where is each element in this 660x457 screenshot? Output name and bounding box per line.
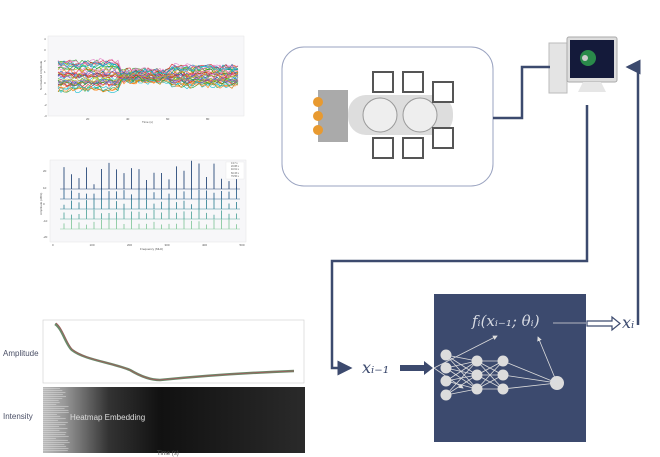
- series-line: [57, 74, 239, 85]
- heatmap-row: [43, 420, 58, 421]
- cluster-tool-icon: [313, 71, 454, 159]
- connector-lines: [330, 59, 641, 376]
- nn-node: [440, 375, 452, 387]
- function-label: fᵢ(xᵢ₋₁; θᵢ): [472, 312, 540, 330]
- heatmap-row: [43, 400, 59, 401]
- heatmap-row: [43, 404, 57, 405]
- embedding-x-label: Time (s): [157, 451, 179, 457]
- time-series-plot: [47, 35, 245, 117]
- heatmap-row: [43, 416, 61, 417]
- series-line: [57, 68, 239, 78]
- heatmap-row: [43, 396, 67, 397]
- nn-node: [471, 383, 483, 395]
- heatmap-row: [43, 438, 56, 439]
- nn-node: [497, 383, 509, 395]
- heatmap-row: [43, 434, 66, 435]
- series-line: [57, 75, 239, 86]
- nn-node: [471, 355, 483, 367]
- nn-node: [497, 355, 509, 367]
- amplitude-label: Amplitude: [3, 349, 39, 358]
- heatmap-row: [43, 422, 68, 423]
- intensity-label: Intensity: [3, 412, 33, 421]
- output-label: xᵢ: [622, 313, 635, 332]
- input-label: xᵢ₋₁: [362, 358, 390, 377]
- heatmap-row: [43, 440, 68, 441]
- series-line: [57, 62, 239, 75]
- heatmap-row: [43, 408, 65, 409]
- heatmap-row: [43, 412, 69, 413]
- heatmap-row: [43, 442, 70, 443]
- heatmap-row: [43, 390, 63, 391]
- amplitude-plot: [42, 319, 305, 384]
- series-line: [57, 58, 239, 74]
- output-arrow: [586, 315, 621, 332]
- nn-node: [471, 369, 483, 381]
- heatmap-row: [43, 414, 57, 415]
- nn-node: [440, 362, 452, 374]
- heatmap-label: Heatmap Embedding: [70, 413, 146, 422]
- series-line: [57, 78, 239, 93]
- series-line: [57, 71, 239, 79]
- nn-node: [440, 349, 452, 361]
- theta-label: θᵢ: [552, 378, 557, 385]
- computer-icon: [548, 36, 618, 94]
- heatmap-row: [43, 424, 66, 425]
- nn-node: [440, 389, 452, 401]
- series-line: [57, 78, 239, 93]
- series-line: [57, 71, 239, 79]
- heatmap-row: [43, 448, 69, 449]
- series-line: [57, 75, 239, 87]
- heatmap-row: [43, 394, 63, 395]
- heatmap-row: [43, 436, 69, 437]
- heatmap-row: [43, 450, 68, 451]
- heatmap-row: [43, 418, 66, 419]
- heatmap-row: [43, 446, 67, 447]
- series-line: [57, 70, 239, 79]
- heatmap-row: [43, 392, 66, 393]
- nn-node: [497, 369, 509, 381]
- heatmap-row: [43, 444, 65, 445]
- model-box: [434, 294, 586, 442]
- series-line: [57, 74, 239, 85]
- spectrum-plot: [49, 159, 247, 243]
- input-arrow: [400, 361, 433, 375]
- heatmap-row: [43, 426, 60, 427]
- heatmap-row: [43, 398, 63, 399]
- heatmap-row: [43, 430, 60, 431]
- series-line: [57, 72, 239, 80]
- heatmap-row: [43, 428, 68, 429]
- heatmap-row: [43, 402, 60, 403]
- heatmap-embedding: [43, 387, 305, 453]
- heatmap-row: [43, 406, 69, 407]
- legend: [225, 161, 245, 180]
- heatmap-row: [43, 410, 69, 411]
- nn-node: [550, 376, 564, 390]
- heatmap-row: [43, 388, 61, 389]
- heatmap-row: [43, 432, 67, 433]
